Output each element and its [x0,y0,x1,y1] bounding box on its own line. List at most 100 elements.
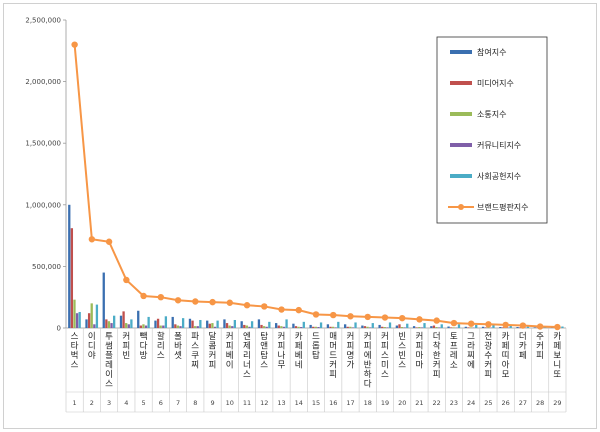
bar-3-19 [383,327,386,328]
bar-2-4 [122,311,125,328]
x-index-label: 23 [450,399,458,407]
x-index-label: 17 [346,399,354,407]
x-index-label: 28 [536,399,544,407]
x-index-label: 2 [90,399,94,407]
bar-5-2 [95,304,99,328]
x-index-label: 8 [193,399,197,407]
legend-label: 소통지수 [477,110,506,119]
x-index-label: 21 [415,399,423,407]
bar-2-20 [398,324,401,328]
bar-1-9 [206,320,209,328]
bar-5-6 [164,316,168,328]
bar-4-11 [248,326,251,328]
bar-3-3 [107,321,111,328]
bar-4-5 [144,325,148,328]
bar-1-21 [412,326,416,328]
bar-3-16 [331,326,335,328]
bar-5-29 [561,326,564,328]
brand-index-point [243,302,251,309]
bar-4-16 [334,327,337,328]
x-index-label: 25 [484,399,492,407]
brand-index-point [416,316,423,323]
x-index-label: 22 [433,399,441,407]
legend-label: 커뮤니티지수 [477,140,521,150]
bar-2-9 [208,323,211,328]
brand-index-point [485,321,492,328]
brand-index-point [450,319,458,327]
bar-4-21 [420,327,424,328]
bar-2-1 [70,228,74,328]
bar-5-14 [302,321,305,328]
x-index-label: 16 [329,399,337,407]
bar-2-2 [87,313,91,328]
legend-swatch [450,143,472,147]
bar-2-6 [156,318,160,328]
bar-1-13 [275,323,278,328]
bar-5-19 [388,322,392,328]
bar-1-22 [430,326,433,328]
bar-2-11 [243,324,246,328]
bar-1-5 [137,310,140,328]
bar-2-27 [518,327,522,328]
y-tick-label: 500,000 [32,263,61,271]
bar-1-4 [119,315,123,328]
bar-3-2 [90,303,93,328]
brand-index-point [278,306,285,313]
bar-4-18 [369,327,372,328]
y-tick-label: 2,000,000 [25,78,61,86]
bar-5-26 [509,325,512,328]
bar-2-17 [346,326,349,328]
y-tick-label: 0 [57,325,61,333]
bar-2-19 [381,326,384,328]
x-index-label: 11 [243,399,251,407]
bar-3-17 [349,326,352,328]
bar-2-13 [277,325,280,328]
y-axis: 0 500,000 1,000,000 1,500,000 2,000,000 2,500… [25,17,67,333]
bar-3-9 [211,323,214,328]
x-index-label: 7 [176,399,180,407]
x-index-label: 20 [398,399,406,407]
legend-label: 사회공헌지수 [477,172,521,181]
bar-1-24 [464,326,467,328]
x-index-label: 18 [364,399,372,407]
bar-2-24 [467,327,470,328]
brand-index-point [502,321,509,329]
brand-index-point [174,297,182,304]
bar-1-15 [309,324,312,328]
brand-index-point [364,313,371,321]
bar-3-5 [142,324,145,328]
x-index-label: 29 [553,399,561,407]
bar-5-24 [475,324,478,328]
bar-3-20 [400,327,404,328]
brand-index-point [226,299,233,306]
bar-3-7 [176,325,180,328]
bar-1-20 [395,325,399,328]
bar-4-8 [196,326,199,328]
bar-2-8 [191,320,194,328]
x-index-label: 3 [107,399,111,407]
bar-4-17 [351,327,355,328]
bar-1-7 [171,316,174,328]
bar-3-22 [435,327,438,328]
bar-4-12 [265,326,268,328]
bar-1-27 [516,327,519,328]
brand-index-point [554,323,561,331]
bar-1-17 [343,324,347,328]
bar-5-3 [113,315,116,328]
bar-5-5 [147,316,150,328]
brand-index-point [105,238,113,245]
x-index-label: 6 [159,399,163,407]
bar-5-18 [371,323,374,328]
bar-4-10 [231,326,234,328]
bar-2-5 [139,325,142,328]
bar-5-21 [423,323,426,328]
